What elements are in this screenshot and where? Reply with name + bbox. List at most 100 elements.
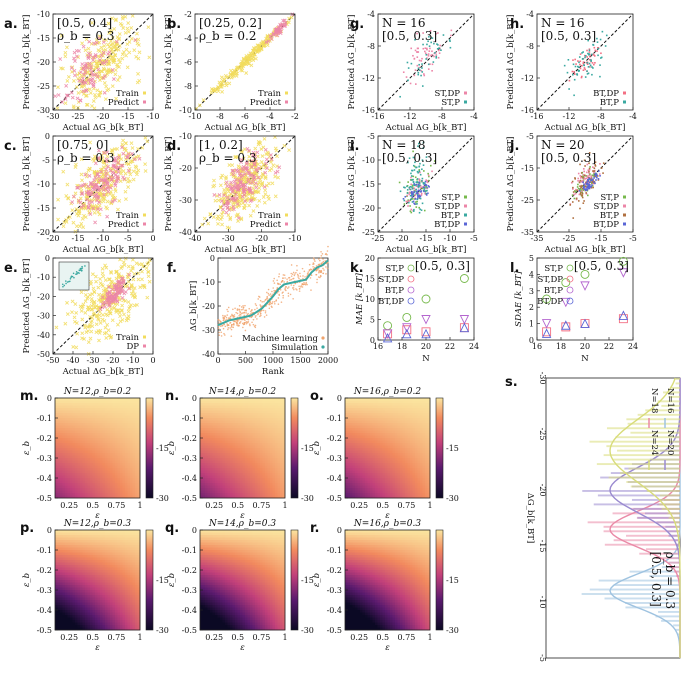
y-tick-label: -4	[367, 10, 375, 19]
heatmap-cell	[207, 398, 211, 401]
heatmap-cell	[80, 450, 83, 454]
heatmap-cell	[115, 455, 118, 459]
heatmap-cell	[77, 483, 81, 486]
heatmap-cell	[117, 403, 121, 406]
data-point	[577, 70, 580, 72]
data-point	[277, 297, 280, 299]
heatmap-cell	[130, 493, 133, 496]
data-point	[87, 39, 92, 44]
heatmap-cell	[132, 458, 136, 461]
heatmap-cell	[125, 493, 128, 496]
data-point	[427, 172, 429, 175]
legend-label: ST,DP	[435, 89, 461, 99]
y-tick-label: -20	[362, 204, 375, 213]
heatmap-cell	[97, 418, 101, 421]
y-tick-label: -30	[37, 106, 50, 115]
data-point	[136, 277, 141, 282]
data-point	[269, 37, 274, 41]
heatmap-cell	[110, 483, 113, 486]
heatmap-cell	[132, 450, 136, 454]
data-point	[431, 69, 433, 72]
data-point	[588, 167, 591, 170]
data-point	[317, 258, 320, 260]
data-point	[592, 43, 594, 46]
heatmap-cell	[102, 493, 106, 496]
heatmap-cell	[135, 413, 138, 416]
x-tick-label: -2	[291, 112, 299, 121]
data-point	[135, 31, 139, 36]
x-tick-label: -10	[289, 234, 302, 243]
heatmap-cell	[72, 438, 76, 441]
data-point	[245, 59, 250, 64]
heatmap-cell	[70, 405, 73, 409]
data-point	[580, 76, 583, 79]
data-point	[420, 191, 422, 193]
y-axis-label: Predicted ΔG_b[k_BT]	[22, 259, 32, 354]
heatmap-cell	[105, 423, 108, 426]
heatmap-cell	[125, 438, 128, 441]
heatmap-cell	[240, 405, 243, 409]
heatmap-cell	[130, 463, 133, 466]
data-point	[327, 245, 329, 248]
heatmap-cell	[112, 403, 116, 406]
data-point	[74, 310, 79, 315]
y-tick-label: -6	[184, 58, 192, 67]
data-point	[594, 61, 596, 64]
data-point	[420, 192, 423, 195]
data-point	[143, 135, 148, 140]
heatmap-cell	[110, 455, 113, 459]
data-point	[237, 325, 239, 327]
heatmap-cell	[132, 478, 136, 481]
heatmap-cell	[117, 418, 121, 421]
heatmap-cell	[122, 410, 126, 414]
heatmap-cell	[120, 488, 123, 491]
heatmap-cell	[117, 440, 121, 444]
data-point	[573, 78, 576, 81]
heatmap-cell	[77, 440, 81, 444]
data-point	[266, 39, 271, 44]
y-tick-label: -10	[37, 180, 50, 189]
heatmap-cell	[57, 425, 61, 429]
data-point	[219, 75, 224, 80]
data-point	[249, 63, 254, 68]
data-point	[86, 54, 91, 59]
heatmap-cell	[112, 493, 116, 496]
heatmap-cell	[87, 423, 91, 426]
heatmap-cell	[100, 470, 103, 474]
heatmap-cell	[57, 470, 61, 474]
data-point	[587, 187, 589, 190]
heatmap-cell	[135, 420, 138, 424]
heatmap-cell	[127, 483, 131, 486]
x-tick-label: -20	[97, 112, 110, 121]
heatmap-cell	[60, 410, 63, 414]
heatmap-cell	[70, 430, 73, 434]
heatmap-cell	[80, 443, 83, 446]
heatmap-cell	[105, 490, 108, 494]
data-point	[408, 193, 411, 195]
heatmap-cell	[80, 400, 83, 404]
heatmap-cell	[97, 410, 101, 414]
data-point	[254, 185, 259, 190]
heatmap-cell	[85, 480, 88, 484]
y-axis-label: SDAE [k_BT]	[514, 271, 524, 327]
data-point	[315, 273, 317, 276]
heatmap-cell	[107, 478, 111, 481]
heatmap-cell	[87, 463, 91, 466]
data-point	[413, 187, 416, 190]
x-tick-label: -15	[72, 234, 85, 243]
heatmap-cell	[110, 428, 113, 431]
data-point	[126, 21, 131, 25]
data-point	[410, 62, 413, 65]
data-point	[586, 179, 589, 181]
heatmap-cell	[260, 403, 263, 406]
heatmap-cell	[92, 418, 96, 421]
heatmap-cell	[112, 400, 116, 404]
legend-label: Predict	[108, 220, 140, 230]
heatmap-cell	[130, 398, 133, 401]
heatmap-cell	[122, 418, 126, 421]
data-point	[81, 89, 86, 94]
data-point	[567, 58, 570, 61]
heatmap-cell	[117, 445, 121, 449]
heatmap-cell	[95, 413, 98, 416]
data-point	[316, 281, 318, 284]
